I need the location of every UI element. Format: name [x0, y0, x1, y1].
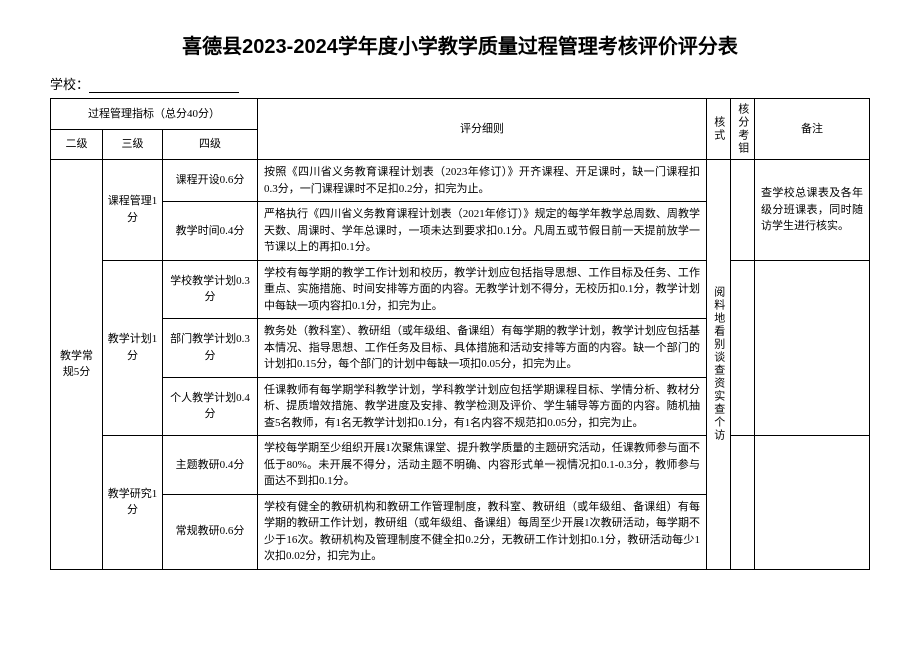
header-level4: 四级: [163, 129, 258, 160]
detail-cell: 学校有健全的教研机构和教研工作管理制度，教科室、教研组（或年级组、备课组）有每学…: [258, 494, 707, 569]
mode-cell: 阅料地看别谈查资实查个访: [707, 160, 731, 570]
detail-cell: 学校每学期至少组织开展1次聚焦课堂、提升教学质量的主题研究活动，任课教师参与面不…: [258, 436, 707, 495]
level4-cell: 部门教学计划0.3分: [163, 319, 258, 378]
score-cell: [731, 436, 755, 570]
school-field: 学校：: [50, 74, 870, 93]
table-row: 教学计划1分 学校教学计划0.3分 学校有每学期的教学工作计划和校历，教学计划应…: [51, 260, 870, 319]
header-row-1: 过程管理指标（总分40分） 评分细则 核式 核分考钼 备注: [51, 99, 870, 130]
level3-cell: 教学计划1分: [103, 260, 163, 436]
table-row: 教学常规5分 课程管理1分 课程开设0.6分 按照《四川省义务教育课程计划表（2…: [51, 160, 870, 202]
header-score: 核分考钼: [731, 99, 755, 160]
score-cell: [731, 260, 755, 436]
level4-cell: 个人教学计划0.4分: [163, 377, 258, 436]
level3-cell: 教学研究1分: [103, 436, 163, 570]
remark-cell: [755, 436, 870, 570]
header-detail: 评分细则: [258, 99, 707, 160]
header-level2: 二级: [51, 129, 103, 160]
detail-cell: 按照《四川省义务教育课程计划表（2023年修订）》开齐课程、开足课时，缺一门课程…: [258, 160, 707, 202]
level2-cell: 教学常规5分: [51, 160, 103, 570]
level4-cell: 学校教学计划0.3分: [163, 260, 258, 319]
level3-cell: 课程管理1分: [103, 160, 163, 261]
evaluation-table: 过程管理指标（总分40分） 评分细则 核式 核分考钼 备注 二级 三级 四级 教…: [50, 98, 870, 570]
header-remark: 备注: [755, 99, 870, 160]
remark-cell: [755, 260, 870, 436]
header-indicator-group: 过程管理指标（总分40分）: [51, 99, 258, 130]
level4-cell: 主题教研0.4分: [163, 436, 258, 495]
detail-cell: 严格执行《四川省义务教育课程计划表（2021年修订）》规定的每学年教学总周数、周…: [258, 202, 707, 261]
remark-cell: 查学校总课表及各年级分班课表，同时随访学生进行核实。: [755, 160, 870, 261]
detail-cell: 学校有每学期的教学工作计划和校历，教学计划应包括指导思想、工作目标及任务、工作重…: [258, 260, 707, 319]
level4-cell: 课程开设0.6分: [163, 160, 258, 202]
school-underline: [89, 79, 239, 93]
header-level3: 三级: [103, 129, 163, 160]
school-label: 学校：: [50, 77, 89, 92]
detail-cell: 教务处（教科室）、教研组（或年级组、备课组）有每学期的教学计划，教学计划应包括基…: [258, 319, 707, 378]
page-title: 喜德县2023-2024学年度小学教学质量过程管理考核评价评分表: [50, 30, 870, 59]
score-cell: [731, 160, 755, 261]
detail-cell: 任课教师有每学期学科教学计划，学科教学计划应包括学期课程目标、学情分析、教材分析…: [258, 377, 707, 436]
level4-cell: 教学时间0.4分: [163, 202, 258, 261]
level4-cell: 常规教研0.6分: [163, 494, 258, 569]
header-mode: 核式: [707, 99, 731, 160]
table-row: 教学研究1分 主题教研0.4分 学校每学期至少组织开展1次聚焦课堂、提升教学质量…: [51, 436, 870, 495]
